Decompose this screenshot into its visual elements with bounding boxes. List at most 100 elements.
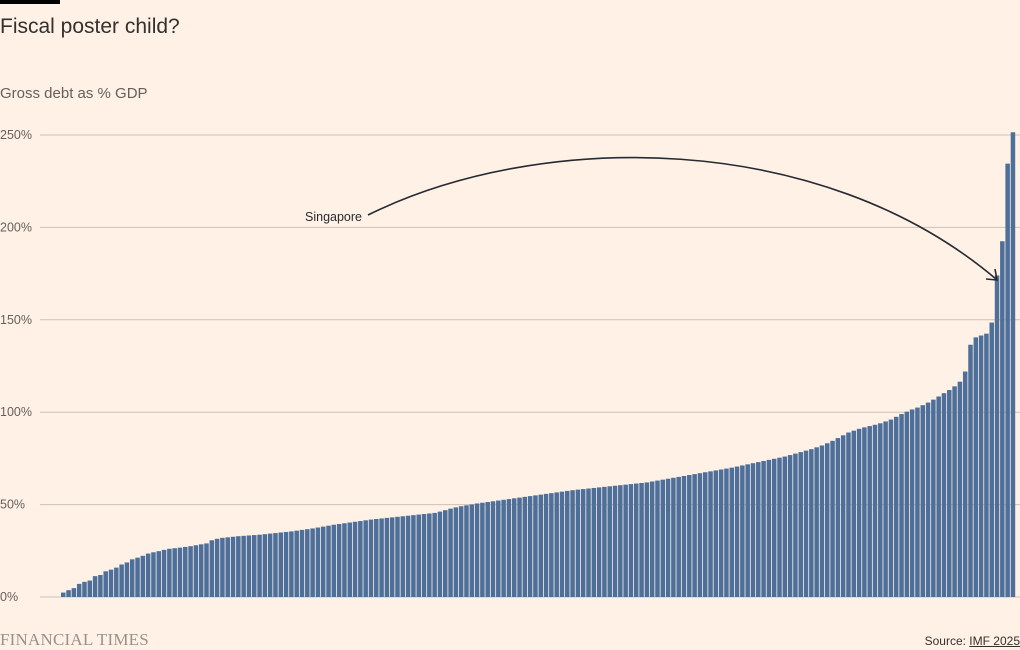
bar <box>570 490 575 597</box>
ft-logo: FINANCIAL TIMES <box>0 630 149 649</box>
bar <box>119 564 124 597</box>
bar <box>342 523 347 597</box>
bar <box>161 549 167 597</box>
bar <box>1000 241 1005 597</box>
bar <box>607 486 612 597</box>
bar <box>289 531 294 597</box>
bar <box>294 530 299 597</box>
bar <box>660 479 666 597</box>
bar <box>936 396 941 597</box>
bar <box>947 390 952 597</box>
bar <box>899 414 904 597</box>
y-tick-label: 100% <box>0 405 32 419</box>
bar <box>267 533 273 597</box>
bar <box>915 407 920 597</box>
y-tick-label: 50% <box>0 498 25 512</box>
bar <box>904 411 910 597</box>
bar <box>257 534 262 597</box>
bar <box>252 535 257 597</box>
chart-subtitle: Gross debt as % GDP <box>0 85 148 102</box>
annotation-arrow-arc <box>367 156 997 280</box>
bar <box>851 430 857 597</box>
bar <box>1005 163 1010 597</box>
bar <box>501 499 506 597</box>
bar <box>713 470 719 597</box>
bar <box>978 335 984 597</box>
bar <box>591 487 597 597</box>
bar <box>172 548 177 597</box>
bar <box>559 491 565 597</box>
bar <box>962 371 968 597</box>
bar <box>867 426 872 597</box>
bar <box>443 510 448 597</box>
bar <box>167 548 172 597</box>
bar <box>602 486 607 597</box>
bar <box>756 462 761 597</box>
bar <box>108 569 114 597</box>
bar <box>453 507 459 597</box>
bar <box>517 497 522 597</box>
bar <box>368 519 374 597</box>
bar <box>994 275 1000 597</box>
bar <box>878 423 883 597</box>
bar <box>697 473 703 597</box>
bar <box>989 322 994 597</box>
bar <box>575 489 581 597</box>
bar <box>220 537 225 597</box>
bar <box>527 496 533 597</box>
bar <box>909 409 915 597</box>
bar <box>957 381 963 597</box>
bar <box>973 337 979 597</box>
bar <box>809 449 814 597</box>
bar <box>71 588 77 597</box>
bar <box>98 575 103 597</box>
bar <box>565 490 570 597</box>
bar <box>183 546 188 597</box>
bar <box>729 467 735 597</box>
bar <box>480 502 485 597</box>
bar <box>374 519 379 597</box>
bar <box>225 537 230 597</box>
bar <box>623 484 628 597</box>
bar <box>952 386 957 597</box>
bar <box>66 590 71 597</box>
bar <box>506 499 512 597</box>
bar <box>745 464 750 597</box>
bar <box>787 455 793 597</box>
bar <box>533 495 538 597</box>
bar <box>236 536 241 597</box>
bar <box>676 476 681 597</box>
bar <box>702 472 708 597</box>
bar <box>835 438 841 597</box>
bar <box>825 443 830 597</box>
bar <box>586 488 591 597</box>
bar <box>883 421 888 597</box>
bar <box>1010 132 1016 598</box>
source-note: Source: IMF 2025 <box>925 634 1020 648</box>
y-tick-label: 250% <box>0 128 32 142</box>
source-link[interactable]: IMF 2025 <box>969 634 1020 648</box>
bar <box>273 533 278 597</box>
bar <box>671 477 676 597</box>
bar <box>628 484 634 597</box>
bar <box>103 571 108 597</box>
bar <box>771 458 777 597</box>
bar <box>156 551 162 597</box>
bar <box>740 465 745 597</box>
bar <box>458 506 464 597</box>
y-tick-label: 150% <box>0 313 32 327</box>
brand-bar <box>0 0 60 4</box>
source-prefix: Source: <box>924 634 970 648</box>
bar <box>209 540 215 597</box>
bar <box>389 517 395 597</box>
bar <box>193 545 199 597</box>
bar <box>331 524 337 597</box>
bar <box>92 576 98 597</box>
bar <box>644 482 650 597</box>
bar <box>618 485 623 597</box>
bar <box>793 453 798 597</box>
bar <box>862 427 867 597</box>
bar <box>856 428 862 597</box>
bar <box>920 405 926 597</box>
